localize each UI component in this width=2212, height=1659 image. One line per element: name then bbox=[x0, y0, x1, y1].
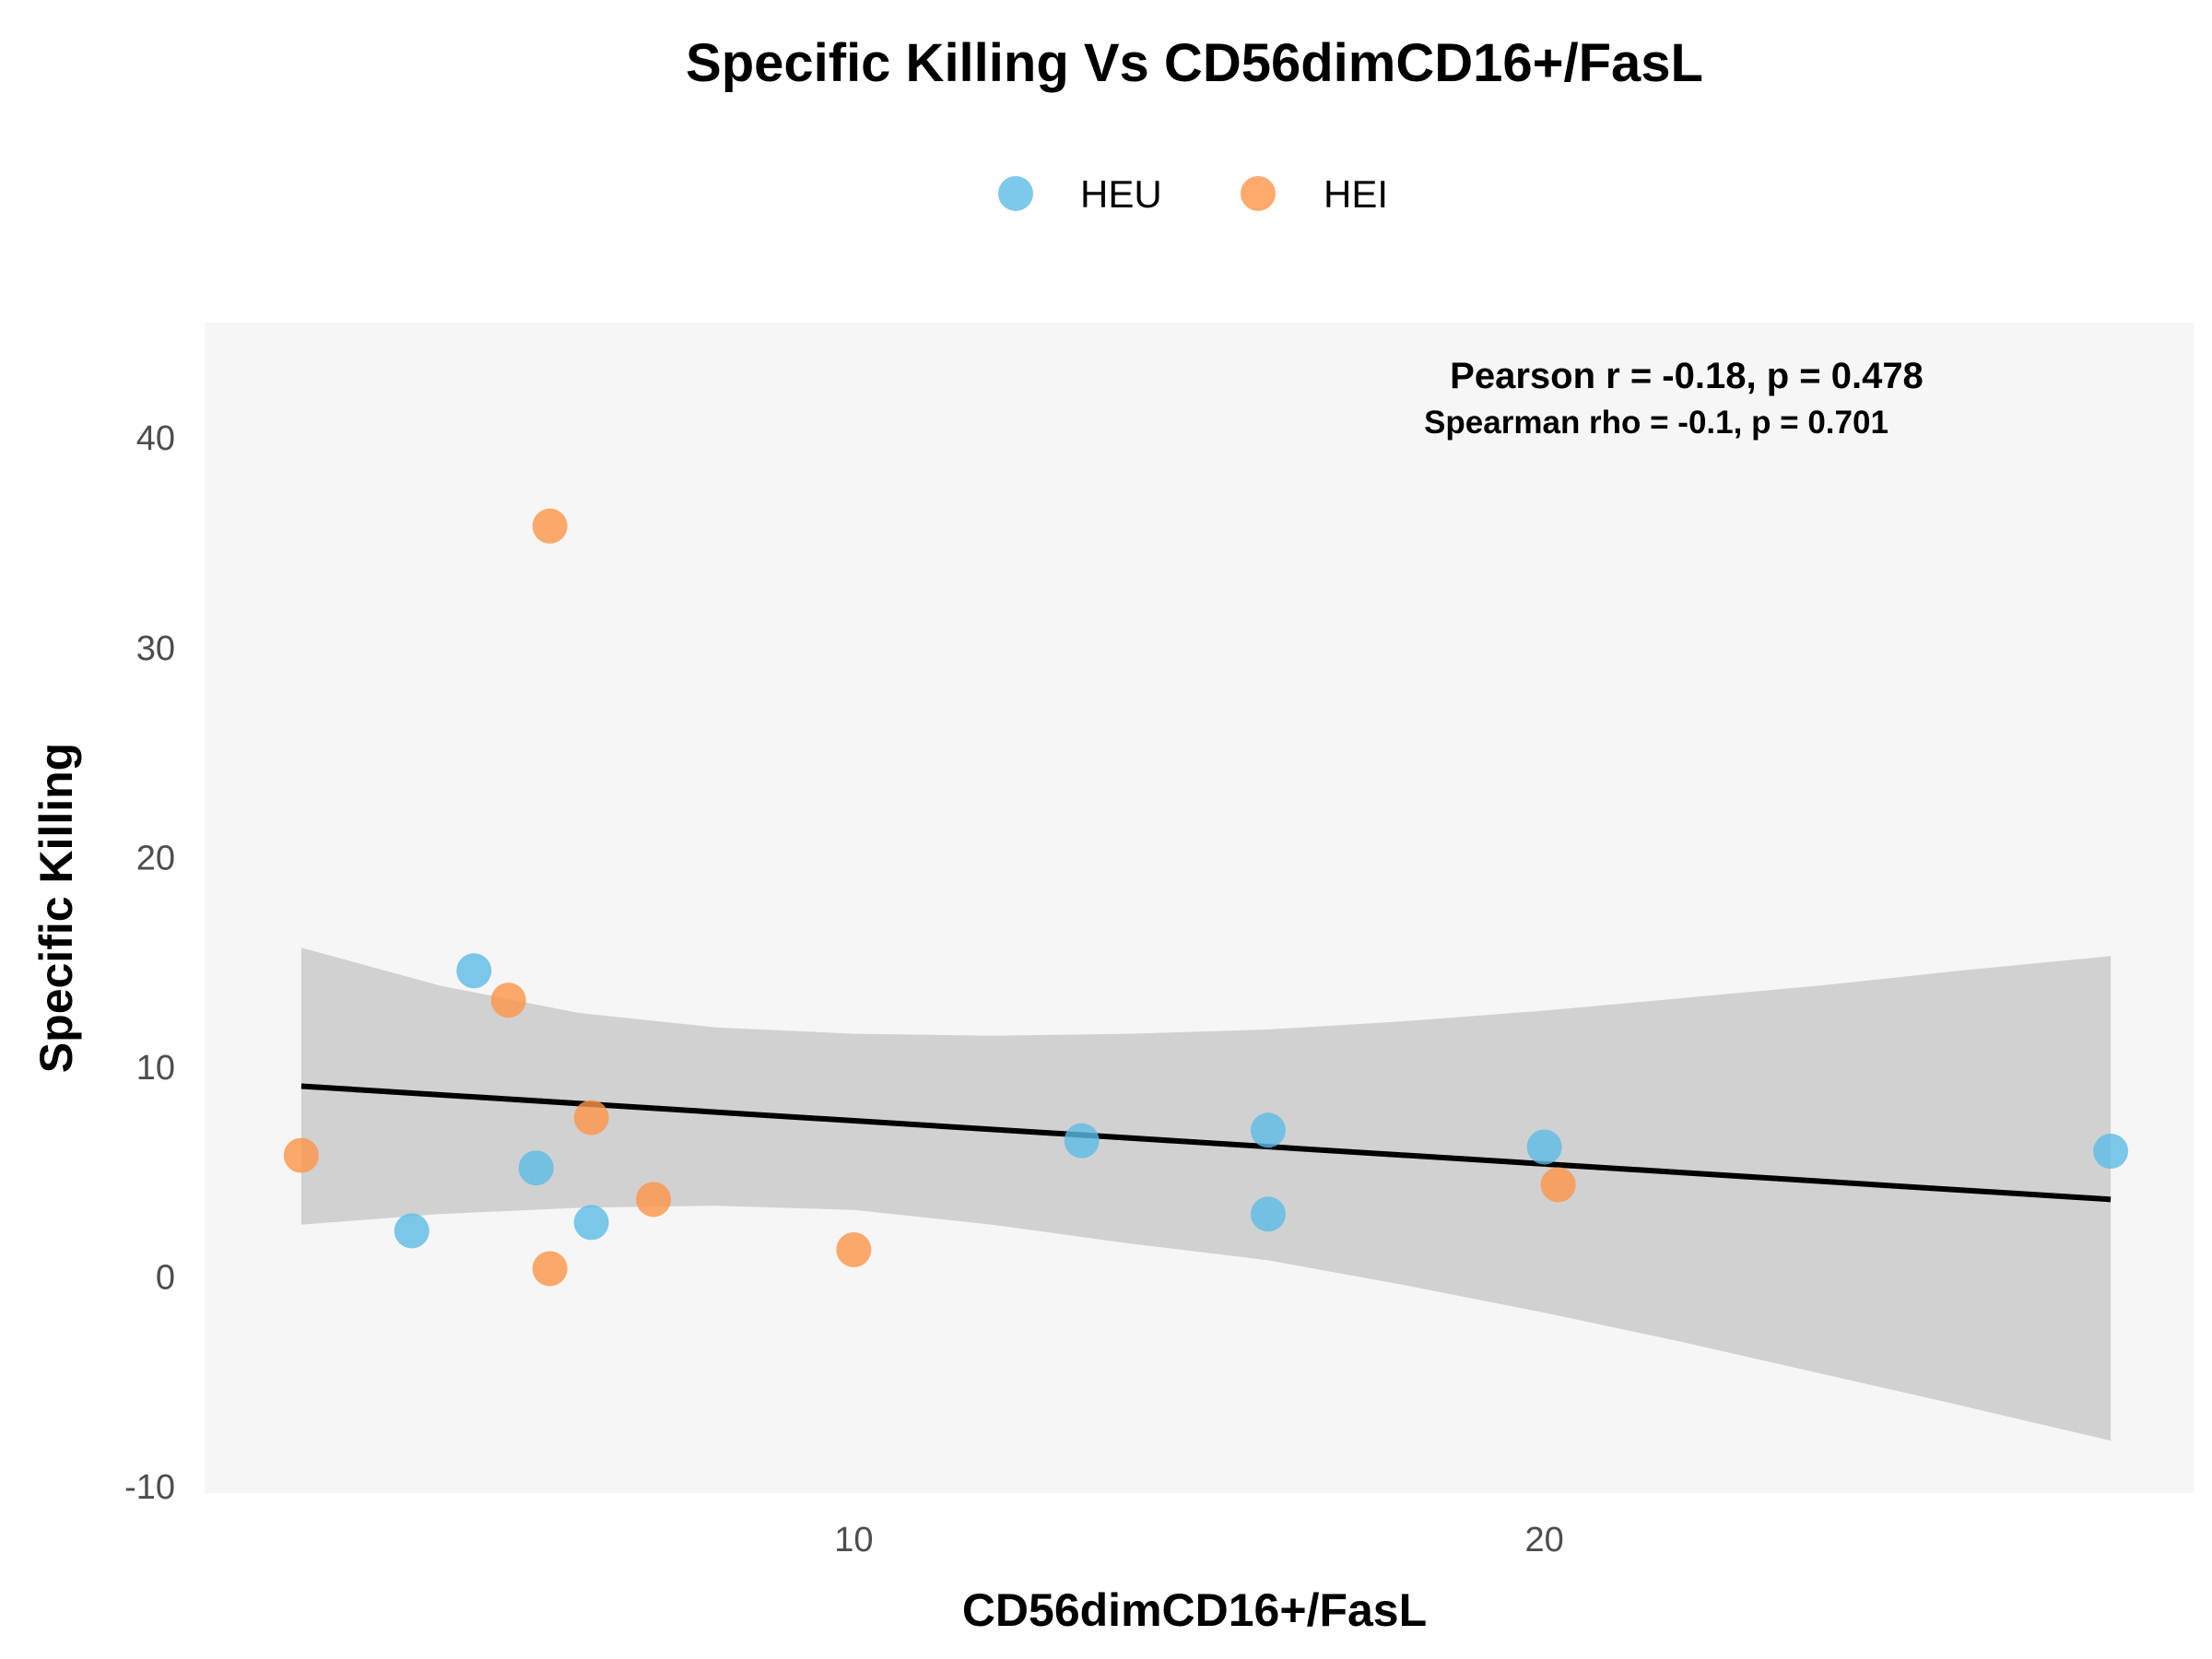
legend: HEU HEI bbox=[998, 172, 1388, 216]
legend-label-heu: HEU bbox=[1080, 172, 1162, 216]
stat-pearson: Pearson r = -0.18, p = 0.478 bbox=[1450, 356, 1924, 396]
confidence-band-layer bbox=[300, 947, 2112, 1441]
y-axis-title: Specific Killing bbox=[30, 743, 82, 1073]
point-hei bbox=[836, 1231, 872, 1267]
point-heu bbox=[1526, 1129, 1562, 1165]
point-hei bbox=[532, 1251, 568, 1287]
point-heu bbox=[2093, 1134, 2129, 1170]
y-tick-label: 30 bbox=[136, 629, 175, 668]
point-hei bbox=[636, 1182, 672, 1218]
legend-label-hei: HEI bbox=[1324, 172, 1388, 216]
y-tick-label: 40 bbox=[136, 419, 175, 458]
point-heu bbox=[518, 1150, 554, 1186]
point-hei bbox=[573, 1100, 609, 1135]
y-axis-ticks: -10 0 10 20 30 40 bbox=[124, 419, 175, 1507]
x-tick-label: 20 bbox=[1525, 1521, 1564, 1559]
legend-marker-heu bbox=[998, 176, 1033, 211]
x-axis-title: CD56dimCD16+/FasL bbox=[962, 1584, 1427, 1636]
y-tick-label: 10 bbox=[136, 1049, 175, 1088]
y-tick-label: 0 bbox=[156, 1259, 175, 1298]
confidence-band bbox=[300, 947, 2112, 1441]
chart-title: Specific Killing Vs CD56dimCD16+/FasL bbox=[686, 33, 1703, 93]
point-heu bbox=[394, 1213, 429, 1249]
point-heu bbox=[1250, 1196, 1286, 1232]
x-tick-label: 10 bbox=[834, 1521, 873, 1559]
x-axis-ticks: 10 20 bbox=[834, 1521, 1564, 1559]
y-tick-label: 20 bbox=[136, 839, 175, 877]
points-layer bbox=[283, 508, 2129, 1287]
legend-marker-hei bbox=[1241, 176, 1276, 211]
point-heu bbox=[573, 1205, 609, 1241]
point-hei bbox=[490, 982, 526, 1018]
point-heu bbox=[456, 953, 492, 989]
point-heu bbox=[1250, 1112, 1286, 1148]
point-heu bbox=[1064, 1123, 1100, 1159]
point-hei bbox=[1540, 1167, 1576, 1203]
point-hei bbox=[283, 1137, 319, 1173]
y-tick-label: -10 bbox=[124, 1468, 175, 1507]
stat-spearman: Spearman rho = -0.1, p = 0.701 bbox=[1424, 405, 1888, 441]
point-hei bbox=[532, 508, 568, 544]
